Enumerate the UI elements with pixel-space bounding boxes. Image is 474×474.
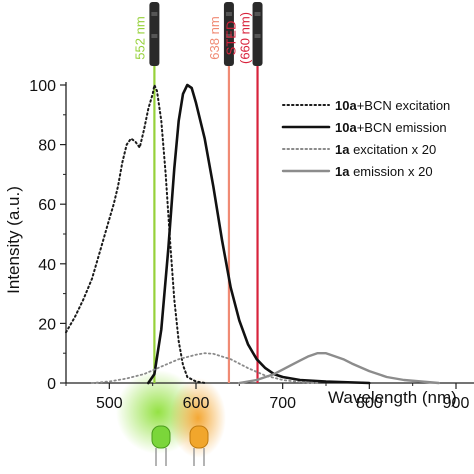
- laser-label: 638 nm: [207, 16, 222, 59]
- y-tick-label: 100: [29, 78, 56, 95]
- legend-description: emission x 20: [349, 164, 432, 179]
- laser-head-detail: [254, 12, 261, 16]
- laser-head-detail: [225, 34, 232, 38]
- y-axis-ticks: 0 20 40 60 80 100: [29, 78, 66, 393]
- x-tick-label: 500: [96, 395, 123, 412]
- series-line-0: [65, 84, 206, 384]
- legend-compound-id: 1a: [335, 164, 350, 179]
- y-tick-label: 20: [38, 316, 56, 333]
- laser-head-detail: [151, 12, 158, 16]
- legend-entry: 1a excitation x 20: [335, 142, 436, 157]
- legend-description: excitation x 20: [349, 142, 436, 157]
- legend-entry: 10a+BCN emission: [335, 120, 447, 135]
- x-tick-label: 700: [269, 395, 296, 412]
- y-tick-label: 80: [38, 138, 56, 155]
- y-tick-label: 60: [38, 197, 56, 214]
- legend-description: +BCN excitation: [357, 98, 451, 113]
- laser-label: STED: [224, 21, 239, 56]
- legend-entry: 10a+BCN excitation: [335, 98, 450, 113]
- laser-label-secondary: (660 nm): [238, 12, 253, 64]
- x-tick-label: 800: [356, 395, 383, 412]
- legend-entry: 1a emission x 20: [335, 164, 433, 179]
- laser-lines: 552 nm 638 nm STED (660 nm): [132, 2, 263, 383]
- y-tick-label: 0: [47, 376, 56, 393]
- legend-compound-id: 1a: [335, 142, 350, 157]
- series-line-3: [238, 352, 440, 385]
- orange-led-icon: [189, 425, 209, 466]
- legend-description: +BCN emission: [357, 120, 447, 135]
- laser-head-detail: [225, 12, 232, 16]
- legend-compound-id: 10a: [335, 120, 357, 135]
- green-led-icon: [151, 425, 171, 466]
- y-axis-label: Intensity (a.u.): [4, 186, 23, 294]
- x-axis-label: Wavelength (nm): [328, 388, 457, 407]
- spectra-series: [65, 83, 440, 385]
- laser-head-detail: [151, 34, 158, 38]
- laser-label: 552 nm: [132, 16, 147, 59]
- x-tick-label: 600: [183, 395, 210, 412]
- series-line-2: [91, 352, 319, 384]
- x-tick-label: 900: [443, 395, 470, 412]
- series-line-1: [147, 83, 371, 385]
- laser-head-detail: [254, 34, 261, 38]
- y-tick-label: 40: [38, 257, 56, 274]
- led-illustration: [116, 370, 226, 466]
- legend-compound-id: 10a: [335, 98, 357, 113]
